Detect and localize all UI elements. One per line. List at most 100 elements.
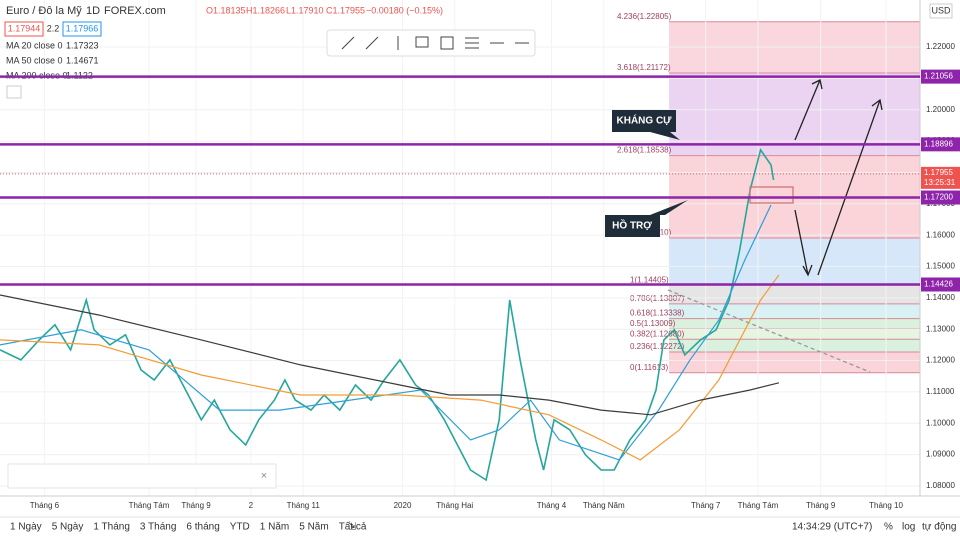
drawing-toolbar[interactable] bbox=[326, 29, 536, 57]
fib-zone bbox=[669, 318, 920, 329]
legend-value: 1.14671 bbox=[66, 55, 99, 65]
y-tick-label: 1.09000 bbox=[926, 450, 955, 459]
y-tick-label: 1.15000 bbox=[926, 262, 955, 271]
fib-label: 0.382(1.12680) bbox=[630, 329, 685, 338]
ask: 1.17966 bbox=[66, 23, 99, 33]
range-button[interactable]: Tất cả bbox=[339, 521, 367, 533]
annotation: HỒ TRỢ bbox=[612, 219, 652, 232]
fib-zone bbox=[669, 303, 920, 319]
fib-label: 3.618(1.21172) bbox=[617, 63, 671, 72]
fib-zone bbox=[669, 339, 920, 353]
toolbar-icons bbox=[341, 36, 529, 50]
price-tag bbox=[921, 166, 960, 189]
legend-value: 1.17323 bbox=[66, 40, 99, 50]
symbol: Euro / Đô la Mỹ bbox=[6, 5, 82, 17]
legend-label: MA 200 close 0 bbox=[6, 70, 68, 80]
annotation-pointer bbox=[650, 200, 688, 215]
scale-option[interactable]: tự động bbox=[922, 522, 957, 533]
range-button[interactable]: 3 Tháng bbox=[140, 522, 177, 533]
annotation-box bbox=[612, 110, 676, 132]
fib-label: 1(1.14405) bbox=[630, 275, 669, 284]
clock: 14:34:29 (UTC+7) bbox=[792, 522, 872, 533]
fib-zone bbox=[669, 285, 920, 304]
fib-label: 0(1.11613) bbox=[630, 363, 668, 372]
y-tick-label: 1.22000 bbox=[926, 42, 955, 51]
scale-option[interactable]: log bbox=[902, 522, 915, 533]
annotation-box bbox=[605, 215, 660, 237]
level-tag bbox=[921, 69, 960, 84]
range-button[interactable]: 5 Ngày bbox=[52, 522, 84, 533]
close-icon[interactable]: × bbox=[261, 470, 267, 482]
scale-option[interactable]: % bbox=[884, 522, 893, 533]
currency: USD bbox=[931, 5, 951, 15]
x-tick-label: Tháng 9 bbox=[806, 501, 836, 510]
series-line bbox=[0, 204, 772, 461]
ohlc-value: H1.18266 bbox=[246, 5, 285, 15]
y-tick-label: 1.12000 bbox=[926, 356, 955, 365]
legend-label: MA 50 close 0 bbox=[6, 55, 63, 65]
fib-label: 0.786(1.13807) bbox=[630, 294, 685, 303]
bid-box[interactable] bbox=[4, 21, 44, 37]
x-tick-label: 2020 bbox=[394, 501, 412, 510]
compare-icon[interactable]: ⇲ bbox=[348, 522, 357, 533]
range-button[interactable]: 6 tháng bbox=[186, 522, 219, 533]
x-tick-label: Tháng 10 bbox=[869, 501, 903, 510]
y-tick-label: 1.13000 bbox=[926, 324, 955, 333]
fib-label: 0.5(1.13009) bbox=[630, 319, 676, 328]
level-label: 1.18896 bbox=[924, 139, 953, 148]
x-tick-label: Tháng Năm bbox=[583, 501, 625, 510]
plot bbox=[0, 0, 920, 496]
fib-label: 0.236(1.12272) bbox=[630, 342, 685, 351]
ohlc: O1.18135 H1.18266 L1.17910 C1.17955 −0.00180… bbox=[206, 5, 443, 15]
legend-value: 1.1122 bbox=[66, 70, 93, 80]
fib-zone bbox=[669, 237, 920, 286]
annotation-pointer bbox=[650, 132, 680, 140]
x-tick-label: Tháng Tám bbox=[738, 501, 779, 510]
x-tick-label: Tháng Hai bbox=[436, 501, 473, 510]
range-button[interactable]: 1 Tháng bbox=[93, 522, 130, 533]
range-button[interactable]: YTD bbox=[230, 522, 250, 533]
fib-zone bbox=[669, 352, 920, 373]
x-tick-label: Tháng 7 bbox=[691, 501, 721, 510]
ohlc-value: C1.17955 bbox=[326, 5, 365, 15]
x-tick-label: Tháng 9 bbox=[181, 501, 211, 510]
x-tick-label: Tháng 4 bbox=[537, 501, 567, 510]
level-label: 1.17200 bbox=[924, 193, 953, 202]
empty-panel bbox=[7, 463, 277, 489]
bid: 1.17944 bbox=[8, 23, 41, 33]
interval: 1D bbox=[86, 5, 100, 17]
y-tick-label: 1.11000 bbox=[926, 387, 955, 396]
fib-zone bbox=[669, 72, 920, 156]
fib-label: 4.236(1.22805) bbox=[617, 12, 672, 21]
series-line bbox=[0, 274, 780, 461]
ohlc-value: L1.17910 bbox=[286, 5, 324, 15]
ask-box[interactable] bbox=[62, 21, 102, 37]
source: FOREX.com bbox=[104, 5, 166, 17]
countdown: 13:25:31 bbox=[924, 178, 956, 187]
y-tick-label: 1.16000 bbox=[926, 230, 955, 239]
x-tick-label: Tháng 6 bbox=[30, 501, 60, 510]
x-tick-label: 2 bbox=[249, 501, 254, 510]
fib-label: 0.618(1.13338) bbox=[630, 309, 685, 318]
range-button[interactable]: 1 Năm bbox=[260, 522, 289, 533]
collapse-button[interactable] bbox=[6, 85, 22, 99]
y-tick-label: 1.14000 bbox=[926, 293, 955, 302]
level-tag bbox=[921, 190, 960, 205]
range-button[interactable]: 1 Ngày bbox=[10, 522, 42, 533]
fib-zone bbox=[669, 328, 920, 340]
x-tick-label: Tháng 11 bbox=[287, 501, 321, 510]
fib-label: 2.618(1.18538) bbox=[617, 146, 672, 155]
bottom-toolbar: 1 Ngày 5 Ngày 1 Tháng 3 Tháng 6 tháng YTD 1 Nă… bbox=[10, 521, 957, 533]
level-label: 1.21056 bbox=[924, 72, 953, 81]
ohlc-value: O1.18135 bbox=[206, 5, 246, 15]
series-line bbox=[0, 294, 780, 416]
y-tick-label: 1.20000 bbox=[926, 105, 955, 114]
level-tag bbox=[921, 277, 960, 292]
y-tick-label: 1.08000 bbox=[926, 481, 955, 490]
forecast-arrows bbox=[667, 79, 883, 373]
y-tick-label: 1.10000 bbox=[926, 418, 955, 427]
x-tick-label: Tháng Tám bbox=[129, 501, 170, 510]
range-button[interactable]: 5 Năm bbox=[299, 522, 328, 533]
